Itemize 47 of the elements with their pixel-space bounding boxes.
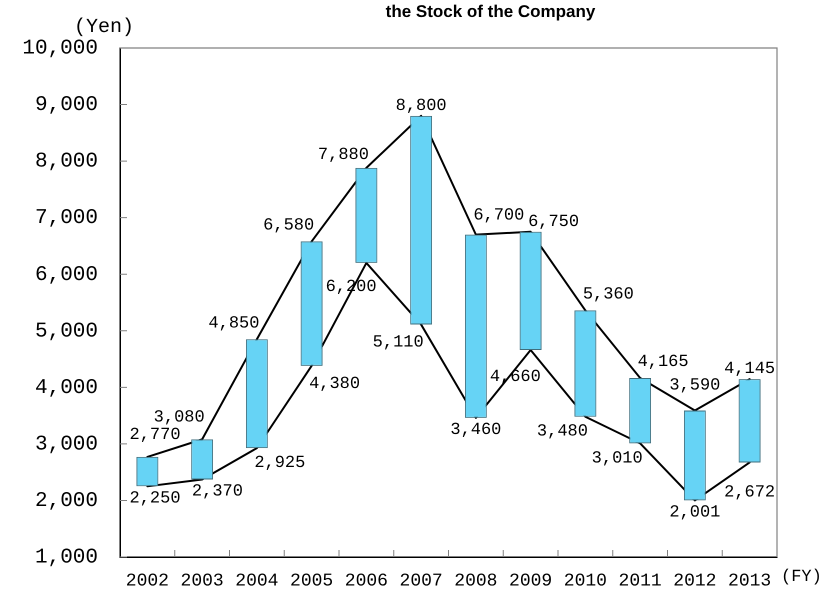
- data-label: 2,001: [669, 503, 720, 522]
- data-label: 6,700: [473, 206, 524, 226]
- x-tick-label: 2003: [180, 572, 224, 592]
- x-tick-label: 2009: [509, 572, 552, 592]
- y-tick-label: 8,000: [34, 150, 98, 174]
- x-axis-title: (FY): [781, 568, 822, 587]
- data-label: 8,800: [396, 96, 447, 116]
- chart-title: the Stock of the Company: [386, 2, 596, 22]
- data-label: 6,580: [263, 216, 314, 236]
- data-label: 4,380: [309, 374, 360, 394]
- data-label: 2,250: [130, 489, 181, 508]
- y-tick-label: 9,000: [34, 94, 98, 118]
- y-tick-label: 5,000: [34, 320, 98, 344]
- data-label: 2,370: [192, 482, 243, 502]
- x-tick-label: 2008: [454, 572, 498, 592]
- data-label: 3,480: [536, 422, 588, 442]
- x-tick-label: 2012: [673, 572, 716, 592]
- data-label: 6,750: [528, 212, 580, 232]
- y-tick-label: 2,000: [34, 490, 98, 514]
- data-label: 3,590: [669, 376, 720, 396]
- y-tick-label: 1,000: [34, 546, 98, 570]
- x-tick-label: 2013: [728, 572, 772, 592]
- y-tick-label: 7,000: [34, 207, 98, 230]
- data-label: 2,672: [724, 483, 776, 502]
- data-label: 3,080: [154, 408, 205, 428]
- data-label: 2,925: [254, 454, 306, 474]
- data-label: 7,880: [318, 146, 369, 165]
- x-tick-label: 2006: [344, 572, 388, 592]
- y-tick-label: 10,000: [22, 38, 98, 61]
- data-label: 5,110: [372, 334, 424, 353]
- x-tick-label: 2011: [618, 572, 662, 592]
- data-label: 2,770: [130, 426, 181, 445]
- x-tick-label: 2007: [400, 572, 443, 592]
- y-tick-label: 4,000: [34, 376, 98, 400]
- data-label: 3,010: [592, 449, 643, 468]
- y-tick-label: 6,000: [34, 264, 98, 287]
- y-axis-title: (Yen): [74, 16, 134, 39]
- x-tick-label: 2002: [126, 572, 169, 592]
- data-label: 4,165: [638, 353, 689, 372]
- x-tick-label: 2010: [564, 572, 607, 592]
- data-label: 4,850: [208, 314, 260, 334]
- x-tick-label: 2005: [290, 572, 334, 592]
- data-label: 5,360: [582, 285, 634, 304]
- data-label: 3,460: [450, 420, 502, 440]
- data-label: 4,145: [724, 360, 776, 380]
- y-tick-label: 3,000: [34, 433, 98, 456]
- x-tick-label: 2004: [235, 572, 278, 592]
